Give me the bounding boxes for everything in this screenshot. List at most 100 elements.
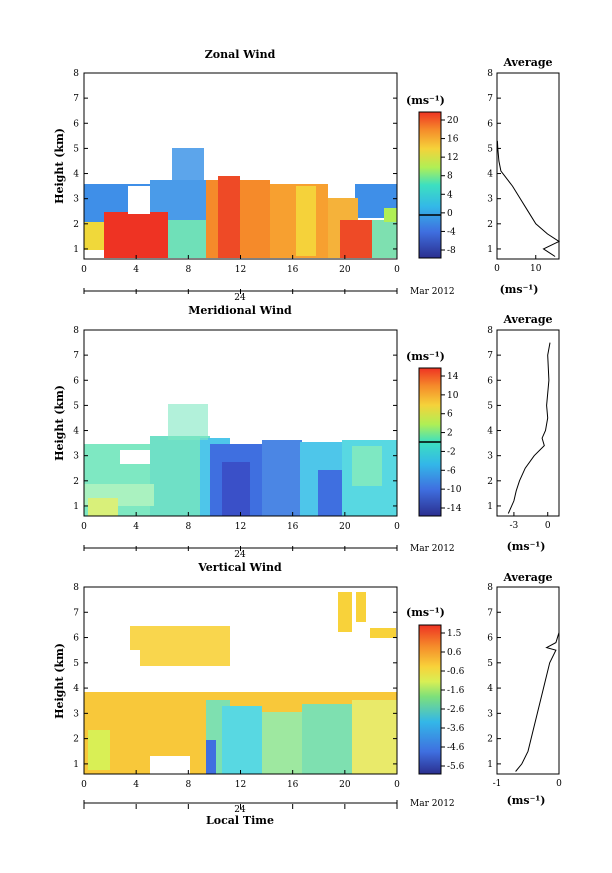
y-tick-label: 8 xyxy=(73,69,79,79)
x-tick-label: 12 xyxy=(235,522,246,532)
avg-y-tick-label: 6 xyxy=(487,119,493,129)
x-tick-label: 12 xyxy=(235,780,246,790)
meridional-month-label: Mar 2012 xyxy=(410,544,455,554)
x-tick-label: 4 xyxy=(133,780,139,790)
x-tick-label: 20 xyxy=(339,522,351,532)
x-tick-label: 0 xyxy=(81,780,87,790)
y-tick-label: 7 xyxy=(73,94,79,104)
colorbar-tick-label: 14 xyxy=(447,372,459,382)
vertical-day-bar: 24 Mar 2012 Local Time xyxy=(83,799,455,827)
x-tick-label: 8 xyxy=(185,265,191,275)
colorbar-tick-label: -0.6 xyxy=(447,667,465,677)
x-tick-label: 4 xyxy=(133,265,139,275)
x-tick-label: 0 xyxy=(394,780,400,790)
avg-y-tick-label: 1 xyxy=(487,502,493,512)
colorbar-tick-label: 20 xyxy=(447,116,459,126)
avg-y-tick-label: 2 xyxy=(487,220,493,230)
zonal-average-y-ticks: 1 2 3 4 5 6 7 8 xyxy=(487,69,501,255)
y-tick-label: 4 xyxy=(73,170,79,180)
y-tick-label: 4 xyxy=(73,684,79,694)
colorbar-tick-label: 4 xyxy=(447,190,453,200)
colorbar-tick-label: -3.6 xyxy=(447,724,465,734)
colorbar-tick-label: -2.6 xyxy=(447,705,465,715)
vertical-day-label: 24 xyxy=(234,805,246,815)
y-tick-label: 5 xyxy=(73,401,79,411)
y-tick-label: 4 xyxy=(73,427,79,437)
meridional-average-x-ticks: -3 0 xyxy=(510,512,551,531)
colorbar-tick-label: 16 xyxy=(447,135,459,145)
avg-x-tick-label: 10 xyxy=(530,264,542,274)
avg-y-tick-label: 8 xyxy=(487,583,493,593)
meridional-y-ticks: 1 2 3 4 5 6 7 8 xyxy=(73,326,397,512)
y-tick-label: 7 xyxy=(73,351,79,361)
y-tick-label: 8 xyxy=(73,326,79,336)
zonal-day-bar: 24 Mar 2012 xyxy=(83,287,455,303)
meridional-heatmap-field xyxy=(84,404,397,516)
avg-y-tick-label: 2 xyxy=(487,735,493,745)
y-tick-label: 2 xyxy=(73,735,79,745)
meridional-colorbar-unit: (ms⁻¹) xyxy=(406,350,445,363)
avg-y-tick-label: 4 xyxy=(487,684,493,694)
x-tick-label: 0 xyxy=(394,522,400,532)
vertical-average-line xyxy=(515,587,560,772)
zonal-day-label: 24 xyxy=(234,293,246,303)
meridional-title: Meridional Wind xyxy=(188,304,292,317)
y-tick-label: 7 xyxy=(73,608,79,618)
vertical-average-title: Average xyxy=(502,571,552,584)
x-tick-label: 16 xyxy=(287,780,299,790)
x-tick-label: 0 xyxy=(394,265,400,275)
vertical-x-ticks: 0 4 8 12 16 20 0 xyxy=(81,770,400,809)
zonal-colorbar xyxy=(418,111,442,259)
avg-y-tick-label: 4 xyxy=(487,427,493,437)
colorbar-tick-label: -4 xyxy=(447,227,456,237)
avg-y-tick-label: 5 xyxy=(487,144,493,154)
avg-y-tick-label: 3 xyxy=(487,452,493,462)
avg-y-tick-label: 6 xyxy=(487,376,493,386)
avg-y-tick-label: 3 xyxy=(487,709,493,719)
avg-y-tick-label: 2 xyxy=(487,477,493,487)
avg-y-tick-label: 6 xyxy=(487,634,493,644)
avg-y-tick-label: 3 xyxy=(487,195,493,205)
zonal-average-x-ticks: 0 10 xyxy=(494,255,542,274)
x-tick-label: 20 xyxy=(339,780,351,790)
vertical-colorbar-ticks: 1.5 0.6 -0.6 -1.6 -2.6 -3.6 -4.6 -5.6 xyxy=(441,629,465,772)
colorbar-tick-label: -2 xyxy=(447,447,456,457)
colorbar-tick-label: -5.6 xyxy=(447,762,465,772)
meridional-average-frame xyxy=(496,329,560,517)
colorbar-tick-label: 10 xyxy=(447,391,459,401)
x-tick-label: 16 xyxy=(287,522,299,532)
y-tick-label: 3 xyxy=(73,452,79,462)
colorbar-tick-label: -4.6 xyxy=(447,743,465,753)
colorbar-tick-label: 0.6 xyxy=(447,648,462,658)
y-tick-label: 6 xyxy=(73,376,79,386)
y-tick-label: 8 xyxy=(73,583,79,593)
avg-y-tick-label: 7 xyxy=(487,608,493,618)
zonal-x-ticks: 0 4 8 12 16 20 0 xyxy=(81,255,400,294)
colorbar-tick-label: -14 xyxy=(447,504,462,514)
zonal-heatmap-field xyxy=(84,148,397,258)
vertical-ylabel: Height (km) xyxy=(53,643,66,719)
x-tick-label: 20 xyxy=(339,265,351,275)
zonal-y-ticks: 1 2 3 4 5 6 7 8 xyxy=(73,69,397,255)
y-tick-label: 6 xyxy=(73,119,79,129)
x-tick-label: 12 xyxy=(235,265,246,275)
vertical-average-y-ticks: 1 2 3 4 5 6 7 8 xyxy=(487,583,501,770)
colorbar-tick-label: 8 xyxy=(447,172,453,182)
zonal-average-xlabel: (ms⁻¹) xyxy=(500,283,539,296)
zonal-colorbar-unit: (ms⁻¹) xyxy=(406,94,445,107)
zonal-ylabel: Height (km) xyxy=(53,128,66,204)
x-tick-label: 0 xyxy=(81,265,87,275)
y-tick-label: 5 xyxy=(73,144,79,154)
y-tick-label: 2 xyxy=(73,220,79,230)
meridional-day-bar: 24 Mar 2012 xyxy=(83,544,455,560)
y-tick-label: 3 xyxy=(73,195,79,205)
vertical-heatmap-field xyxy=(84,592,397,774)
avg-y-tick-label: 7 xyxy=(487,94,493,104)
colorbar-tick-label: -10 xyxy=(447,485,462,495)
avg-y-tick-label: 4 xyxy=(487,170,493,180)
vertical-average-frame xyxy=(496,586,560,775)
